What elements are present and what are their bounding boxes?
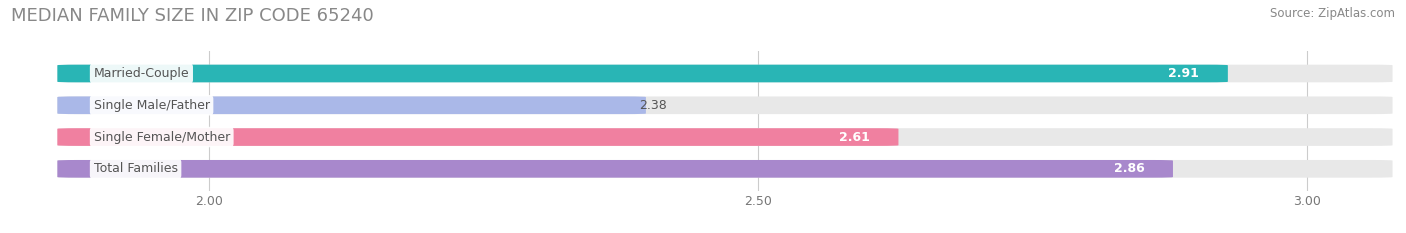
FancyBboxPatch shape (58, 160, 1392, 178)
FancyBboxPatch shape (58, 65, 1392, 82)
Text: 2.38: 2.38 (640, 99, 666, 112)
FancyBboxPatch shape (58, 96, 1392, 114)
FancyBboxPatch shape (58, 65, 1227, 82)
FancyBboxPatch shape (58, 160, 1173, 178)
Text: 2.61: 2.61 (839, 130, 870, 144)
Text: Married-Couple: Married-Couple (94, 67, 190, 80)
Text: 2.86: 2.86 (1114, 162, 1144, 175)
Text: Total Families: Total Families (94, 162, 177, 175)
Text: Source: ZipAtlas.com: Source: ZipAtlas.com (1270, 7, 1395, 20)
Text: Single Female/Mother: Single Female/Mother (94, 130, 229, 144)
FancyBboxPatch shape (58, 128, 898, 146)
Text: Single Male/Father: Single Male/Father (94, 99, 209, 112)
Text: MEDIAN FAMILY SIZE IN ZIP CODE 65240: MEDIAN FAMILY SIZE IN ZIP CODE 65240 (11, 7, 374, 25)
FancyBboxPatch shape (58, 128, 1392, 146)
Text: 2.91: 2.91 (1168, 67, 1199, 80)
FancyBboxPatch shape (58, 96, 645, 114)
